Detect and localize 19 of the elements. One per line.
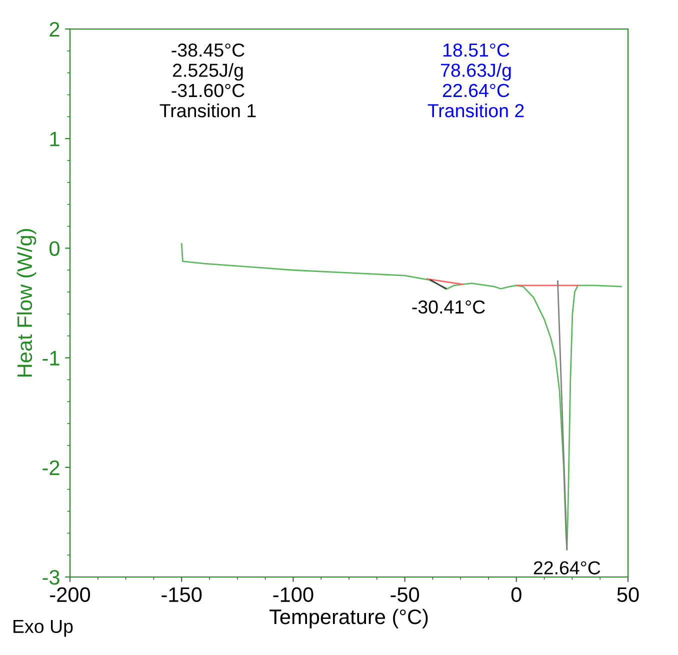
y-axis-title: Heat Flow (W/g) (16, 229, 36, 377)
annotation: -30.41°C (412, 300, 485, 314)
x-tick-label: 50 (617, 587, 639, 602)
y-tick-label: 0 (50, 241, 60, 256)
annotation: -38.45°C 2.525J/g -31.60°C Transition 1 (160, 43, 256, 118)
x-tick-label: -200 (50, 587, 90, 602)
x-tick-label: 0 (511, 587, 522, 602)
annotation: 18.51°C 78.63J/g 22.64°C Transition 2 (428, 43, 524, 118)
text: Exo Up (14, 620, 73, 637)
x-axis-title: Temperature (°C) (269, 608, 428, 628)
x-tick-label: -100 (273, 587, 314, 602)
x-tick-label: -150 (162, 587, 202, 602)
y-tick-label: -3 (42, 570, 60, 585)
x-tick-label: -50 (390, 587, 420, 602)
y-tick-label: -2 (42, 460, 60, 475)
y-tick-label: 1 (50, 132, 60, 146)
annotation: 22.64°C (534, 561, 600, 574)
y-tick-label: -1 (42, 351, 60, 366)
y-tick-label: 2 (50, 22, 60, 37)
